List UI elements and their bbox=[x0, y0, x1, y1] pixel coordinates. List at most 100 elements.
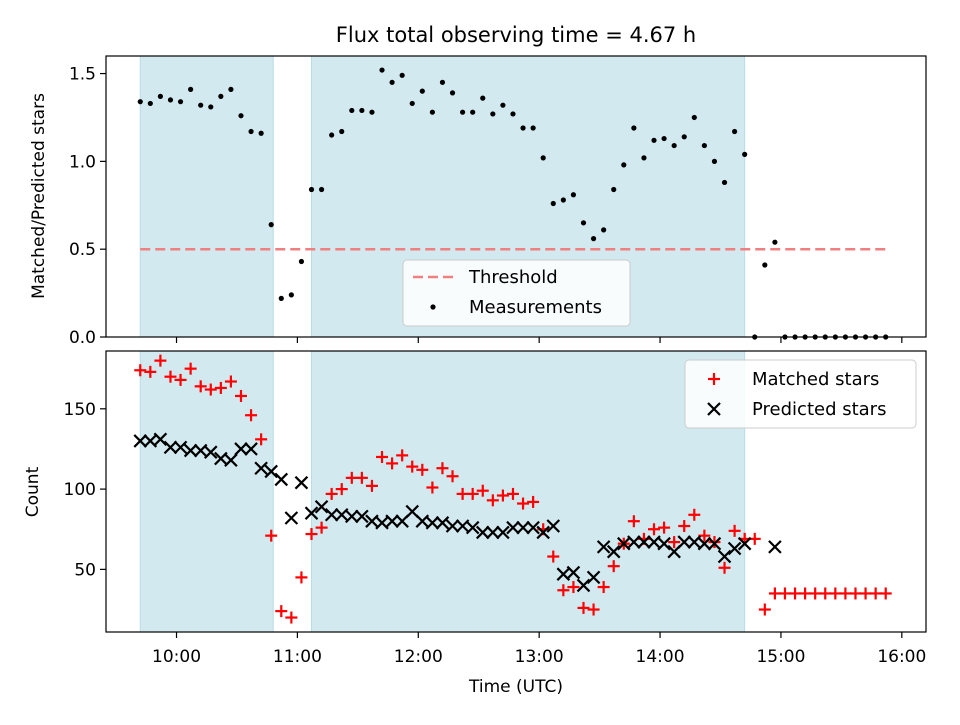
bottom-series-1 bbox=[133, 432, 782, 593]
top-y-tick-label: 1.0 bbox=[69, 152, 96, 172]
bottom-predicted-point bbox=[637, 535, 651, 549]
bottom-predicted-point-b bbox=[717, 549, 732, 564]
bottom-predicted-point-b bbox=[173, 440, 188, 455]
bottom-predicted-point bbox=[324, 508, 339, 522]
bottom-matched-point bbox=[708, 536, 721, 549]
bottom-matched-point bbox=[285, 611, 298, 624]
legend-predicted-swatch-b bbox=[707, 402, 721, 416]
bottom-predicted-point-b bbox=[576, 578, 591, 593]
bottom-predicted-point bbox=[234, 442, 248, 456]
bottom-matched-point bbox=[275, 605, 288, 618]
bottom-predicted-point bbox=[173, 440, 188, 455]
top-measurement-point bbox=[590, 236, 597, 242]
bottom-predicted-point bbox=[707, 536, 722, 551]
bottom-matched-point bbox=[678, 520, 691, 533]
top-measurement-point bbox=[167, 97, 174, 103]
bottom-matched-point bbox=[224, 375, 237, 388]
bottom-predicted-point-b bbox=[284, 511, 299, 525]
bottom-predicted-point-b bbox=[697, 536, 712, 551]
bottom-predicted-point-b bbox=[556, 567, 571, 581]
bottom-predicted-point bbox=[294, 475, 309, 490]
bottom-predicted-point-b bbox=[465, 520, 480, 535]
top-measurement-point bbox=[318, 186, 325, 193]
top-measurement-point bbox=[228, 86, 234, 92]
bottom-matched-point bbox=[587, 603, 600, 616]
top-measurement-point bbox=[500, 102, 506, 108]
bottom-predicted-point bbox=[465, 520, 480, 535]
bottom-predicted-point-b bbox=[486, 525, 500, 540]
top-measurement-point bbox=[389, 79, 395, 85]
top-y-axis-label: Matched/Predicted stars bbox=[29, 93, 49, 299]
top-measurement-point bbox=[379, 67, 385, 73]
bottom-matched-point bbox=[869, 587, 882, 600]
legend-matched-label: Matched stars bbox=[752, 369, 879, 390]
bottom-predicted-point bbox=[385, 514, 399, 528]
bottom-predicted-point bbox=[163, 440, 178, 455]
bottom-matched-point bbox=[718, 561, 731, 574]
top-measurement-point bbox=[560, 197, 566, 203]
top-measurement-point bbox=[510, 111, 516, 117]
bottom-predicted-point-b bbox=[707, 536, 722, 551]
bottom-predicted-point bbox=[445, 519, 460, 533]
bottom-predicted-point bbox=[244, 442, 258, 456]
bottom-predicted-point bbox=[546, 519, 561, 533]
bottom-panel: 50 100 150 10:00 11:00 12:00 13:00 14:00 15:00 16… bbox=[64, 350, 927, 667]
bottom-matched-point bbox=[758, 603, 771, 616]
top-legend-box bbox=[402, 259, 631, 327]
top-measurement-point bbox=[661, 135, 667, 142]
bottom-matched-point bbox=[295, 571, 308, 584]
bottom-matched-point bbox=[305, 528, 318, 541]
bottom-matched-point bbox=[204, 383, 217, 396]
bottom-predicted-point-b bbox=[737, 536, 752, 551]
top-measurement-point bbox=[631, 125, 637, 131]
top-axes-frame bbox=[105, 55, 927, 338]
bottom-predicted-point bbox=[768, 540, 782, 554]
bottom-matched-point bbox=[426, 481, 439, 494]
bottom-predicted-point bbox=[355, 509, 369, 524]
bottom-matched-point bbox=[255, 433, 268, 446]
bottom-predicted-point-b bbox=[355, 509, 369, 524]
top-measurement-point bbox=[329, 132, 335, 138]
top-measurement-point bbox=[570, 192, 577, 198]
bottom-axes-frame bbox=[105, 350, 927, 633]
bottom-x-tick-label: 10:00 bbox=[152, 647, 201, 667]
top-measurement-point bbox=[369, 109, 375, 115]
bottom-predicted-point-b bbox=[677, 535, 692, 549]
bottom-predicted-point-b bbox=[617, 536, 631, 551]
bottom-matched-point bbox=[386, 457, 399, 470]
bottom-x-tick-label: 11:00 bbox=[273, 647, 322, 667]
bottom-predicted-point-b bbox=[536, 525, 550, 540]
top-measurement-point bbox=[762, 262, 768, 268]
top-measurement-point bbox=[490, 111, 496, 117]
bottom-matched-point bbox=[607, 560, 620, 573]
bottom-predicted-point bbox=[536, 525, 550, 540]
top-measurement-point bbox=[460, 109, 466, 115]
bottom-predicted-point bbox=[737, 536, 752, 551]
bottom-matched-point bbox=[547, 550, 560, 563]
bottom-predicted-point bbox=[566, 565, 581, 580]
top-measurement-point bbox=[359, 107, 365, 114]
bottom-predicted-point-b bbox=[586, 570, 601, 585]
top-measurement-point bbox=[601, 227, 607, 233]
bottom-matched-point bbox=[345, 471, 358, 484]
bottom-predicted-point-b bbox=[133, 434, 148, 448]
bottom-predicted-point-b bbox=[516, 520, 530, 535]
top-measurement-point bbox=[530, 125, 536, 131]
bottom-predicted-point-b bbox=[727, 541, 742, 556]
bottom-matched-point bbox=[577, 601, 590, 614]
top-y-tick-label: 0.5 bbox=[69, 240, 96, 260]
top-measurement-point bbox=[550, 200, 556, 207]
legend-predicted-swatch bbox=[707, 402, 721, 416]
bottom-predicted-point bbox=[576, 578, 591, 593]
bottom-predicted-point-b bbox=[324, 508, 339, 522]
bottom-matched-point bbox=[466, 487, 479, 500]
top-measurement-point bbox=[339, 128, 345, 135]
top-measurement-point bbox=[772, 239, 778, 245]
top-measurement-point bbox=[681, 134, 687, 140]
legend-measurements-swatch bbox=[430, 304, 436, 310]
bottom-matched-point bbox=[829, 587, 842, 600]
bottom-matched-point bbox=[567, 581, 580, 594]
bottom-x-tick-label: 16:00 bbox=[877, 647, 926, 667]
top-measurement-point bbox=[308, 186, 315, 193]
